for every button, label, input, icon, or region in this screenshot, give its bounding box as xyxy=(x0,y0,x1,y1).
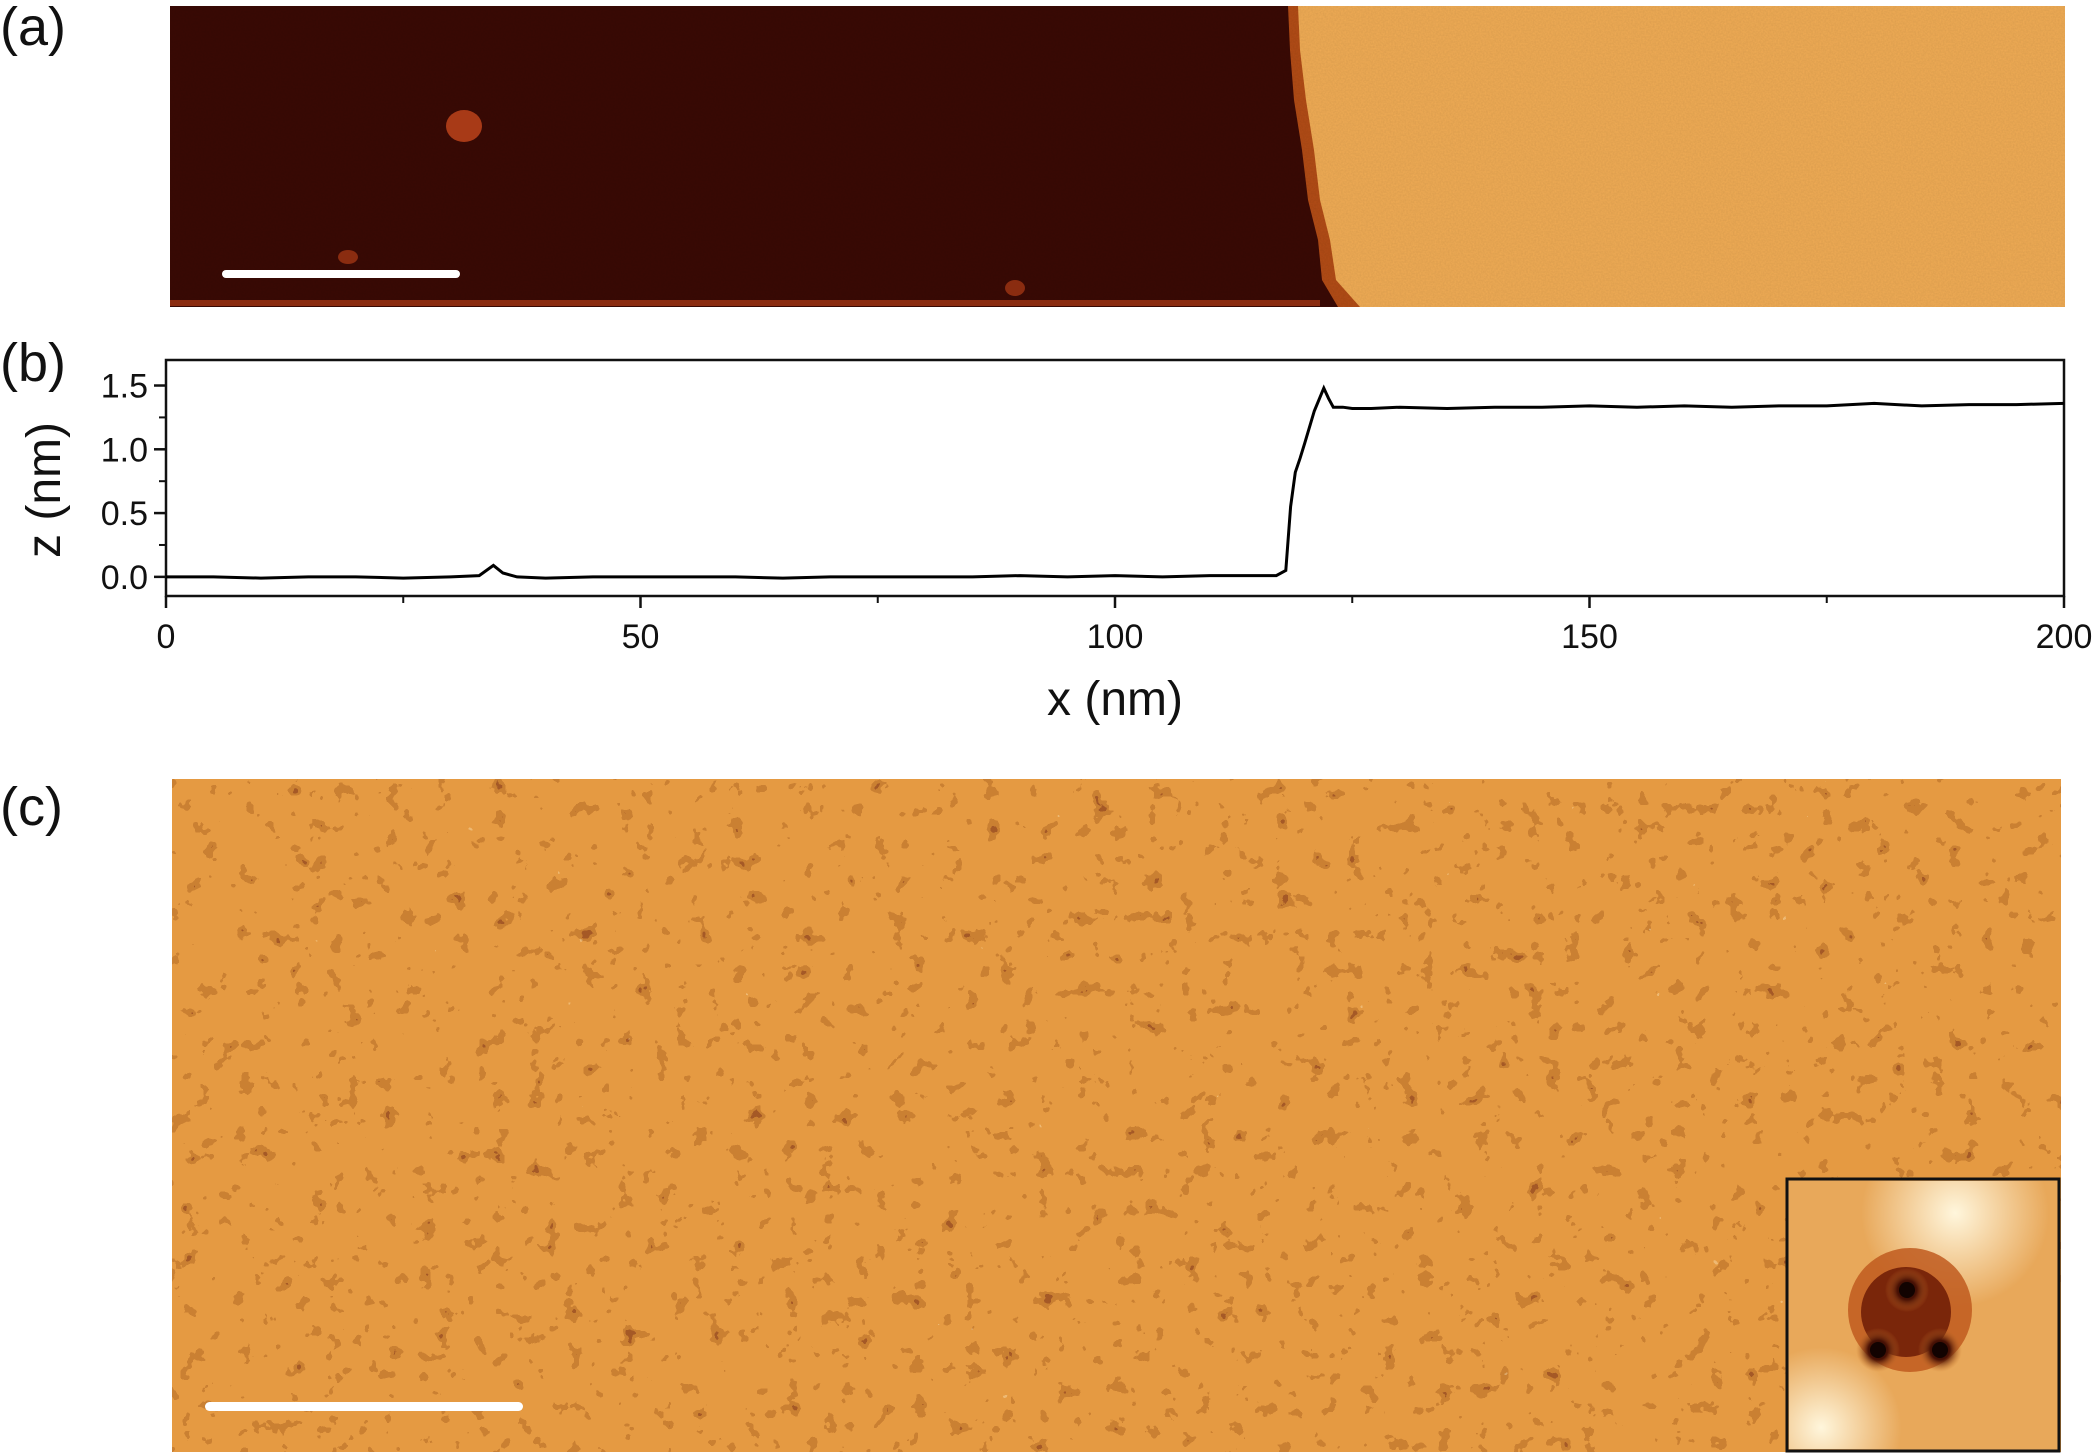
x-tick-label: 0 xyxy=(157,618,176,656)
particle xyxy=(1005,280,1025,296)
afm-image-a xyxy=(170,6,2065,307)
inset-pore-core xyxy=(1932,1342,1948,1358)
inset-pore-core xyxy=(1899,1282,1915,1298)
y-tick-label: 0.0 xyxy=(101,559,148,597)
y-tick-label: 1.5 xyxy=(101,368,148,406)
panel-label-c: (c) xyxy=(0,777,63,837)
inset-image xyxy=(1785,1177,2061,1453)
x-tick-label: 100 xyxy=(1087,618,1144,656)
scale-bar-a xyxy=(222,270,460,278)
profile-chart: 0 50 100 150 200 0.0 0.5 1.0 1.5 x (nm) z (nm) xyxy=(18,358,2093,726)
y-tick-label: 1.0 xyxy=(101,431,148,469)
x-tick-label: 200 xyxy=(2036,618,2093,656)
scan-noise xyxy=(170,6,2065,307)
particle xyxy=(446,110,482,142)
scan-line xyxy=(170,300,1320,306)
scale-bar-c xyxy=(205,1402,523,1411)
y-axis: 0.0 0.5 1.0 1.5 xyxy=(101,368,166,597)
x-tick-label: 150 xyxy=(1561,618,1618,656)
y-axis-title: z (nm) xyxy=(18,422,71,558)
afm-bright-features xyxy=(172,779,2061,1452)
panel-label-a: (a) xyxy=(0,0,66,57)
afm-image-c xyxy=(172,779,2061,1453)
x-tick-label: 50 xyxy=(622,618,660,656)
x-axis-title: x (nm) xyxy=(1047,673,1183,726)
plot-frame xyxy=(164,358,2066,598)
panel-label-b: (b) xyxy=(0,333,66,393)
height-profile-line xyxy=(166,384,2065,580)
inset-pore-core xyxy=(1870,1342,1886,1358)
particle xyxy=(338,250,358,264)
x-axis: 0 50 100 150 200 xyxy=(157,596,2093,656)
y-tick-label: 0.5 xyxy=(101,495,148,533)
